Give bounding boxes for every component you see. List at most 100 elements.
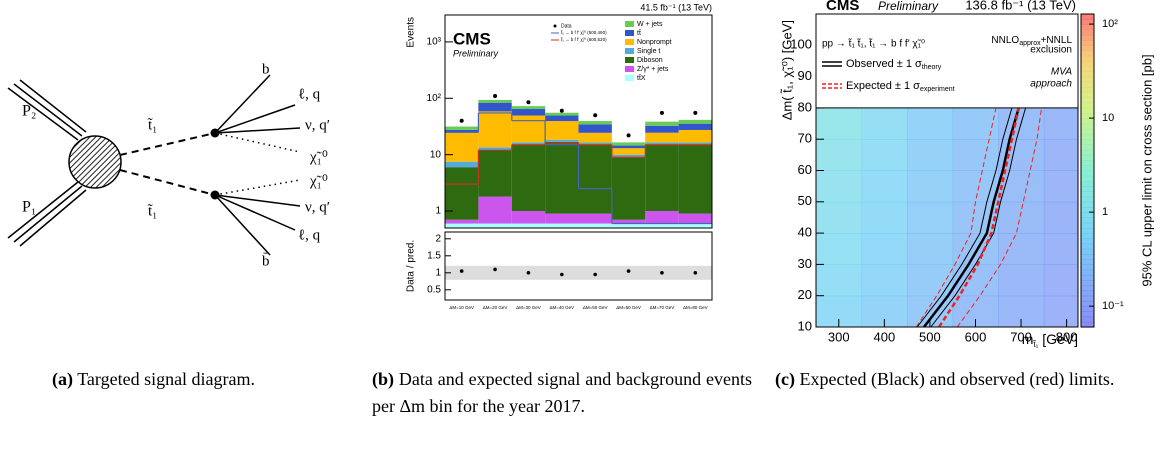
colorbar-slice xyxy=(1081,24,1094,31)
colorbar-slice xyxy=(1081,19,1094,26)
colorbar-slice xyxy=(1081,306,1094,312)
bar-segment xyxy=(645,121,679,126)
data-point xyxy=(559,108,564,113)
y-tick-label: 50 xyxy=(798,193,812,208)
lumi: 41.5 fb⁻¹ (13 TeV) xyxy=(640,2,712,12)
caption-text: Data and expected signal and background … xyxy=(372,369,752,416)
y-tick-label: 1.5 xyxy=(427,250,441,261)
feynman-diagram xyxy=(7,74,301,256)
bar-segment xyxy=(511,144,546,212)
ratio-point xyxy=(459,269,464,273)
status: Preliminary xyxy=(878,0,939,13)
bar-segment xyxy=(578,213,612,224)
diagram-label: χ̃₁⁰ xyxy=(309,173,328,189)
y-tick-label: 10³ xyxy=(427,37,442,48)
y-axis-label: Events xyxy=(406,17,417,48)
legend-label: Data xyxy=(561,23,572,29)
bar-segment xyxy=(645,142,679,145)
theory-line2: exclusion xyxy=(1030,45,1072,56)
data-point xyxy=(693,110,698,115)
bar-segment xyxy=(478,111,512,148)
colorbar-slice xyxy=(1081,29,1094,36)
heatmap-cell xyxy=(861,233,908,265)
heatmap-cell xyxy=(907,107,954,140)
colorbar-slice xyxy=(1081,154,1094,161)
bar-segment xyxy=(445,126,479,130)
bar-segment xyxy=(578,121,612,125)
plot-border xyxy=(444,14,713,229)
colorbar-slice xyxy=(1081,71,1094,78)
ratio-point xyxy=(560,272,564,277)
bar-segment xyxy=(445,167,479,220)
legend-box xyxy=(815,13,1079,109)
heatmap-cell xyxy=(1043,233,1079,265)
colorbar-slice xyxy=(1081,290,1094,297)
bar-segment xyxy=(545,141,579,214)
bar-segment xyxy=(478,150,512,197)
colorbar-slice xyxy=(1081,66,1094,72)
legend-marker xyxy=(553,24,557,28)
bar-segment xyxy=(678,142,712,145)
theory-part: NNLO xyxy=(991,35,1019,46)
heatmap-cell xyxy=(816,201,863,234)
heatmap-cell xyxy=(1043,264,1079,297)
limit-band-edge xyxy=(956,107,1043,328)
y-tick-label: 1 xyxy=(435,206,441,217)
limit-band-edge xyxy=(915,107,997,328)
diagram-label: P₁ xyxy=(22,199,36,216)
process: pp → t̃₁ t̃₁, t̃₁ → b f f′ χ̃₁⁰ xyxy=(822,37,925,49)
colorbar-slice xyxy=(1081,149,1094,156)
colorbar-slice xyxy=(1081,222,1094,229)
y-axis-label: Δm( t̃₁, χ̃₁⁰) [GeV] xyxy=(779,20,794,120)
heatmap-cell xyxy=(907,201,954,234)
bar-segment xyxy=(645,211,679,224)
caption-label: (c) xyxy=(775,369,795,389)
y-tick-label: 80 xyxy=(798,99,812,114)
legend-label: Expected ± 1 σexperiment xyxy=(846,80,955,93)
y-tick-label: 100 xyxy=(790,37,812,52)
diagram-label: t̃₁ xyxy=(148,203,158,219)
colorbar-slice xyxy=(1081,316,1094,323)
bar-segment xyxy=(645,125,679,133)
y-tick-label: 2 xyxy=(435,233,441,244)
legend-label-sub: theory xyxy=(922,64,942,71)
bar-segment xyxy=(645,132,679,143)
bar-segment xyxy=(645,144,679,212)
colorbar-slice xyxy=(1081,311,1094,318)
figure: P₂ P₁ t̃₁ t̃₁ b ℓ, q ν, q′ χ̃₁⁰ χ̃₁⁰ ν, q′ ℓ, q b̄ 1… xyxy=(7,0,1154,349)
colorbar-slice xyxy=(1081,217,1094,224)
x-tick-label: ΔM=80 GeV xyxy=(683,305,708,310)
colorbar-slice xyxy=(1081,186,1094,192)
heatmap-cell xyxy=(998,201,1045,234)
colorbar-slice xyxy=(1081,196,1094,203)
heatmap-cell xyxy=(861,170,908,203)
ratio-frame xyxy=(444,231,713,301)
legend-label-sub: experiment xyxy=(920,86,955,93)
limit-band-edge xyxy=(916,107,1013,328)
bar-segment xyxy=(545,213,579,224)
ratio-point xyxy=(526,271,531,275)
colorbar-slice xyxy=(1081,170,1094,177)
heatmap-cell xyxy=(907,264,954,297)
diagram-label: t̃₁ xyxy=(148,117,158,133)
diagram-label: ℓ, q xyxy=(298,86,321,102)
data-point xyxy=(526,100,531,105)
data-point xyxy=(493,93,498,98)
x-tick-label: ΔM=70 GeV xyxy=(650,305,675,310)
colorbar-slice xyxy=(1081,60,1094,67)
legend-label: W + jets xyxy=(637,21,663,28)
legend-label: t̃₁ → b f f′ χ̃₁⁰ (500,490) xyxy=(560,30,607,36)
heatmap-cell xyxy=(1043,107,1079,140)
diagram-label: ℓ, q xyxy=(298,227,321,243)
bar-segment xyxy=(511,106,546,110)
bar-segment xyxy=(545,223,579,228)
y-tick-label: 10 xyxy=(798,318,812,333)
bar-segment xyxy=(445,223,479,228)
bar-segment xyxy=(511,223,546,228)
colorbar-label: 95% CL upper limit on cross section [pb] xyxy=(1139,54,1154,286)
colorbar-slice xyxy=(1081,264,1094,271)
colorbar-slice xyxy=(1081,55,1094,62)
heatmap-cell xyxy=(861,107,908,140)
colorbar-slice xyxy=(1081,253,1094,260)
y-tick-label: 0.5 xyxy=(427,284,441,295)
